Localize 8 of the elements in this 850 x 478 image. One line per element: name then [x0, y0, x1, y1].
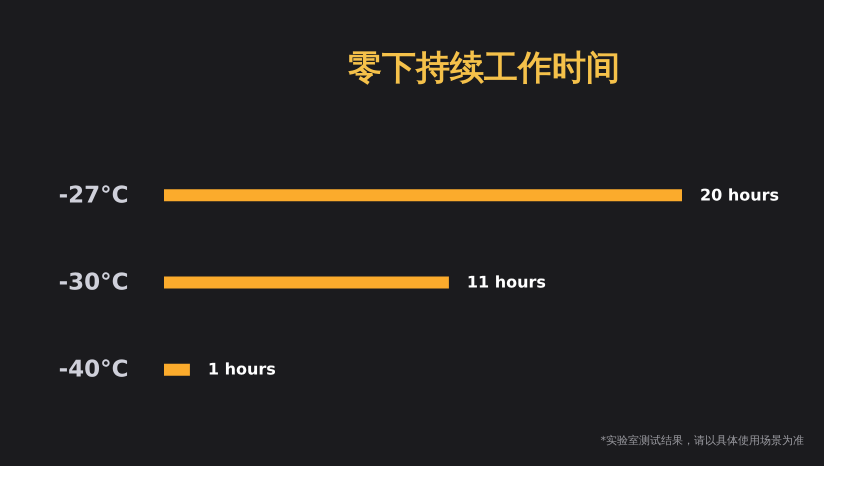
text: *实验室测试结果，请以具体使用场景为准 — [600, 434, 804, 447]
y-tick-label: -40°C — [58, 356, 128, 383]
y-tick-label: -27°C — [58, 182, 128, 208]
data-label: 20 hours — [700, 185, 780, 204]
data-label: 1 hours — [208, 360, 276, 379]
y-tick-label: -30°C — [58, 270, 128, 296]
chart-title: 零下持续工作时间 — [348, 48, 620, 88]
data-label: 11 hours — [466, 272, 546, 292]
